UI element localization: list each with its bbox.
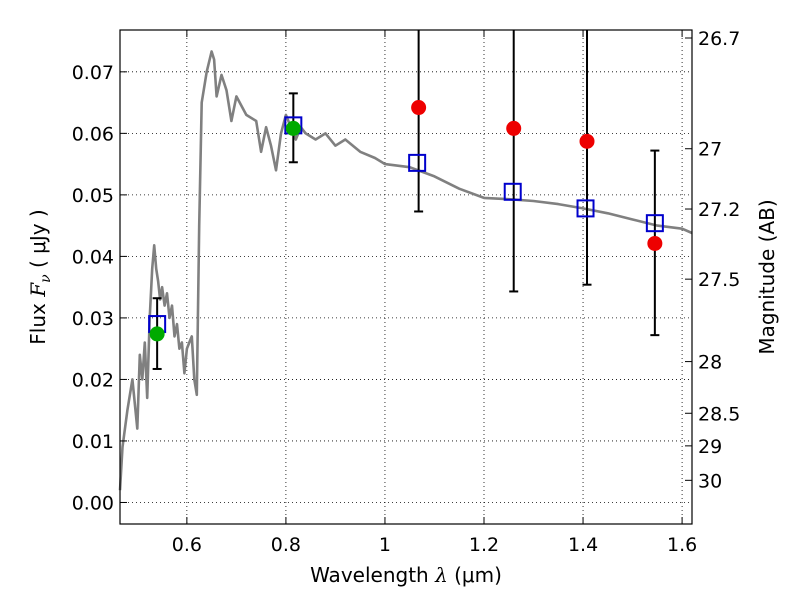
y-tick-label: 0.07	[72, 62, 114, 84]
spectrum-line	[118, 50, 693, 491]
x-tick-label: 1	[379, 534, 391, 556]
model-photometry-square	[408, 153, 427, 172]
x-axis-title-prefix: Wavelength	[310, 563, 435, 587]
y-tick-label: 0.03	[72, 308, 114, 330]
y-axis-title: Flux Fν ( μJy )	[26, 209, 54, 344]
mag-tick-label: 27.2	[698, 199, 740, 221]
model-photometry-square	[645, 214, 664, 233]
detection-point	[285, 120, 301, 136]
spectrum	[118, 50, 693, 491]
detection-point	[149, 326, 165, 342]
grid	[120, 30, 692, 524]
y-tick-label: 0.04	[72, 246, 114, 268]
x-tick-label: 1.4	[568, 534, 598, 556]
y-axis-title-symbol: F	[26, 282, 50, 298]
y-tick-label: 0.01	[72, 431, 114, 453]
x-tick-label: 1.2	[469, 534, 499, 556]
error-bars	[152, 30, 660, 370]
x-tick-label: 1.6	[667, 534, 697, 556]
mag-tick-label: 27	[698, 139, 722, 161]
x-axis-title-unit: (μm)	[448, 563, 502, 587]
markers	[148, 100, 664, 342]
y-axis-title-prefix: Flux	[26, 297, 50, 345]
mag-tick-label: 28	[698, 352, 722, 374]
y-tick-label: 0.06	[72, 123, 114, 145]
axis-ticks: 0.6 0.8 1 1.2 1.4 1.6 0.00 0.01 0.02 0.03 0.04 0.05…	[72, 28, 741, 556]
mag-tick-label: 28.5	[698, 403, 740, 425]
x-axis-title: Wavelength λ (μm)	[310, 563, 502, 587]
mag-tick-label: 29	[698, 436, 722, 458]
model-photometry-square	[576, 199, 595, 218]
y-axis-title-unit: ( μJy )	[26, 209, 50, 274]
y-tick-label: 0.02	[72, 369, 114, 391]
mag-tick-label: 26.7	[698, 28, 740, 50]
y-tick-label: 0.05	[72, 185, 114, 207]
mag-tick-label: 27.5	[698, 269, 740, 291]
x-tick-label: 0.6	[172, 534, 202, 556]
model-photometry-square	[503, 182, 522, 201]
upper-limit-point	[579, 133, 595, 149]
upper-limit-point	[411, 100, 427, 116]
y2-axis-title: Magnitude (AB)	[755, 199, 779, 354]
x-axis-title-symbol: λ	[434, 563, 448, 587]
upper-limit-point	[506, 120, 522, 136]
plot-background	[120, 30, 692, 524]
plot-frame	[119, 29, 693, 525]
x-tick-label: 0.8	[271, 534, 301, 556]
upper-limit-point	[647, 235, 663, 251]
y-axis-title-subscript: ν	[38, 274, 54, 283]
mag-tick-label: 30	[698, 470, 722, 492]
y-tick-label: 0.00	[72, 492, 114, 514]
